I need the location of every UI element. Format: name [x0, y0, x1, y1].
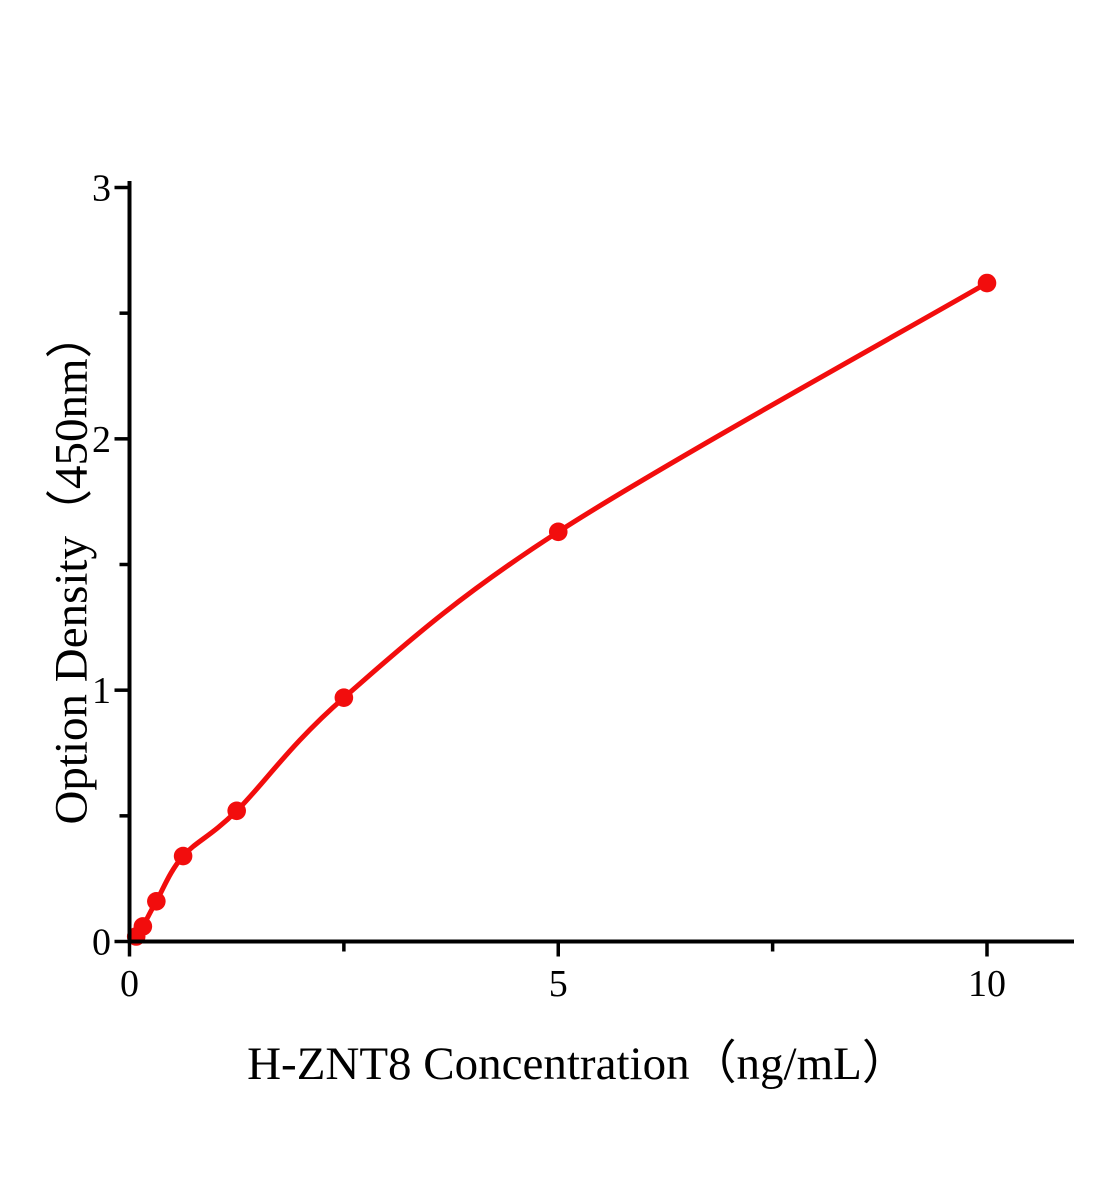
data-point-marker — [147, 891, 166, 911]
y-tick-label: 0 — [92, 922, 111, 964]
data-point-marker — [548, 522, 568, 542]
x-axis-title: H-ZNT8 Concentration（ng/mL） — [247, 1038, 909, 1090]
data-point-marker — [334, 688, 354, 708]
y-axis-title: Option Density（450nm） — [45, 311, 98, 825]
x-tick-label: 10 — [968, 963, 1006, 1005]
x-tick-label: 0 — [120, 963, 139, 1005]
y-tick-label: 2 — [92, 419, 111, 461]
y-tick-label: 3 — [92, 168, 111, 210]
y-tick-label: 1 — [92, 670, 111, 712]
data-point-marker — [977, 273, 997, 293]
data-point-marker — [173, 846, 193, 866]
x-tick-label: 5 — [549, 963, 568, 1005]
standard-curve-line — [133, 280, 990, 939]
data-point-marker — [133, 917, 153, 936]
data-point-marker — [227, 801, 246, 821]
